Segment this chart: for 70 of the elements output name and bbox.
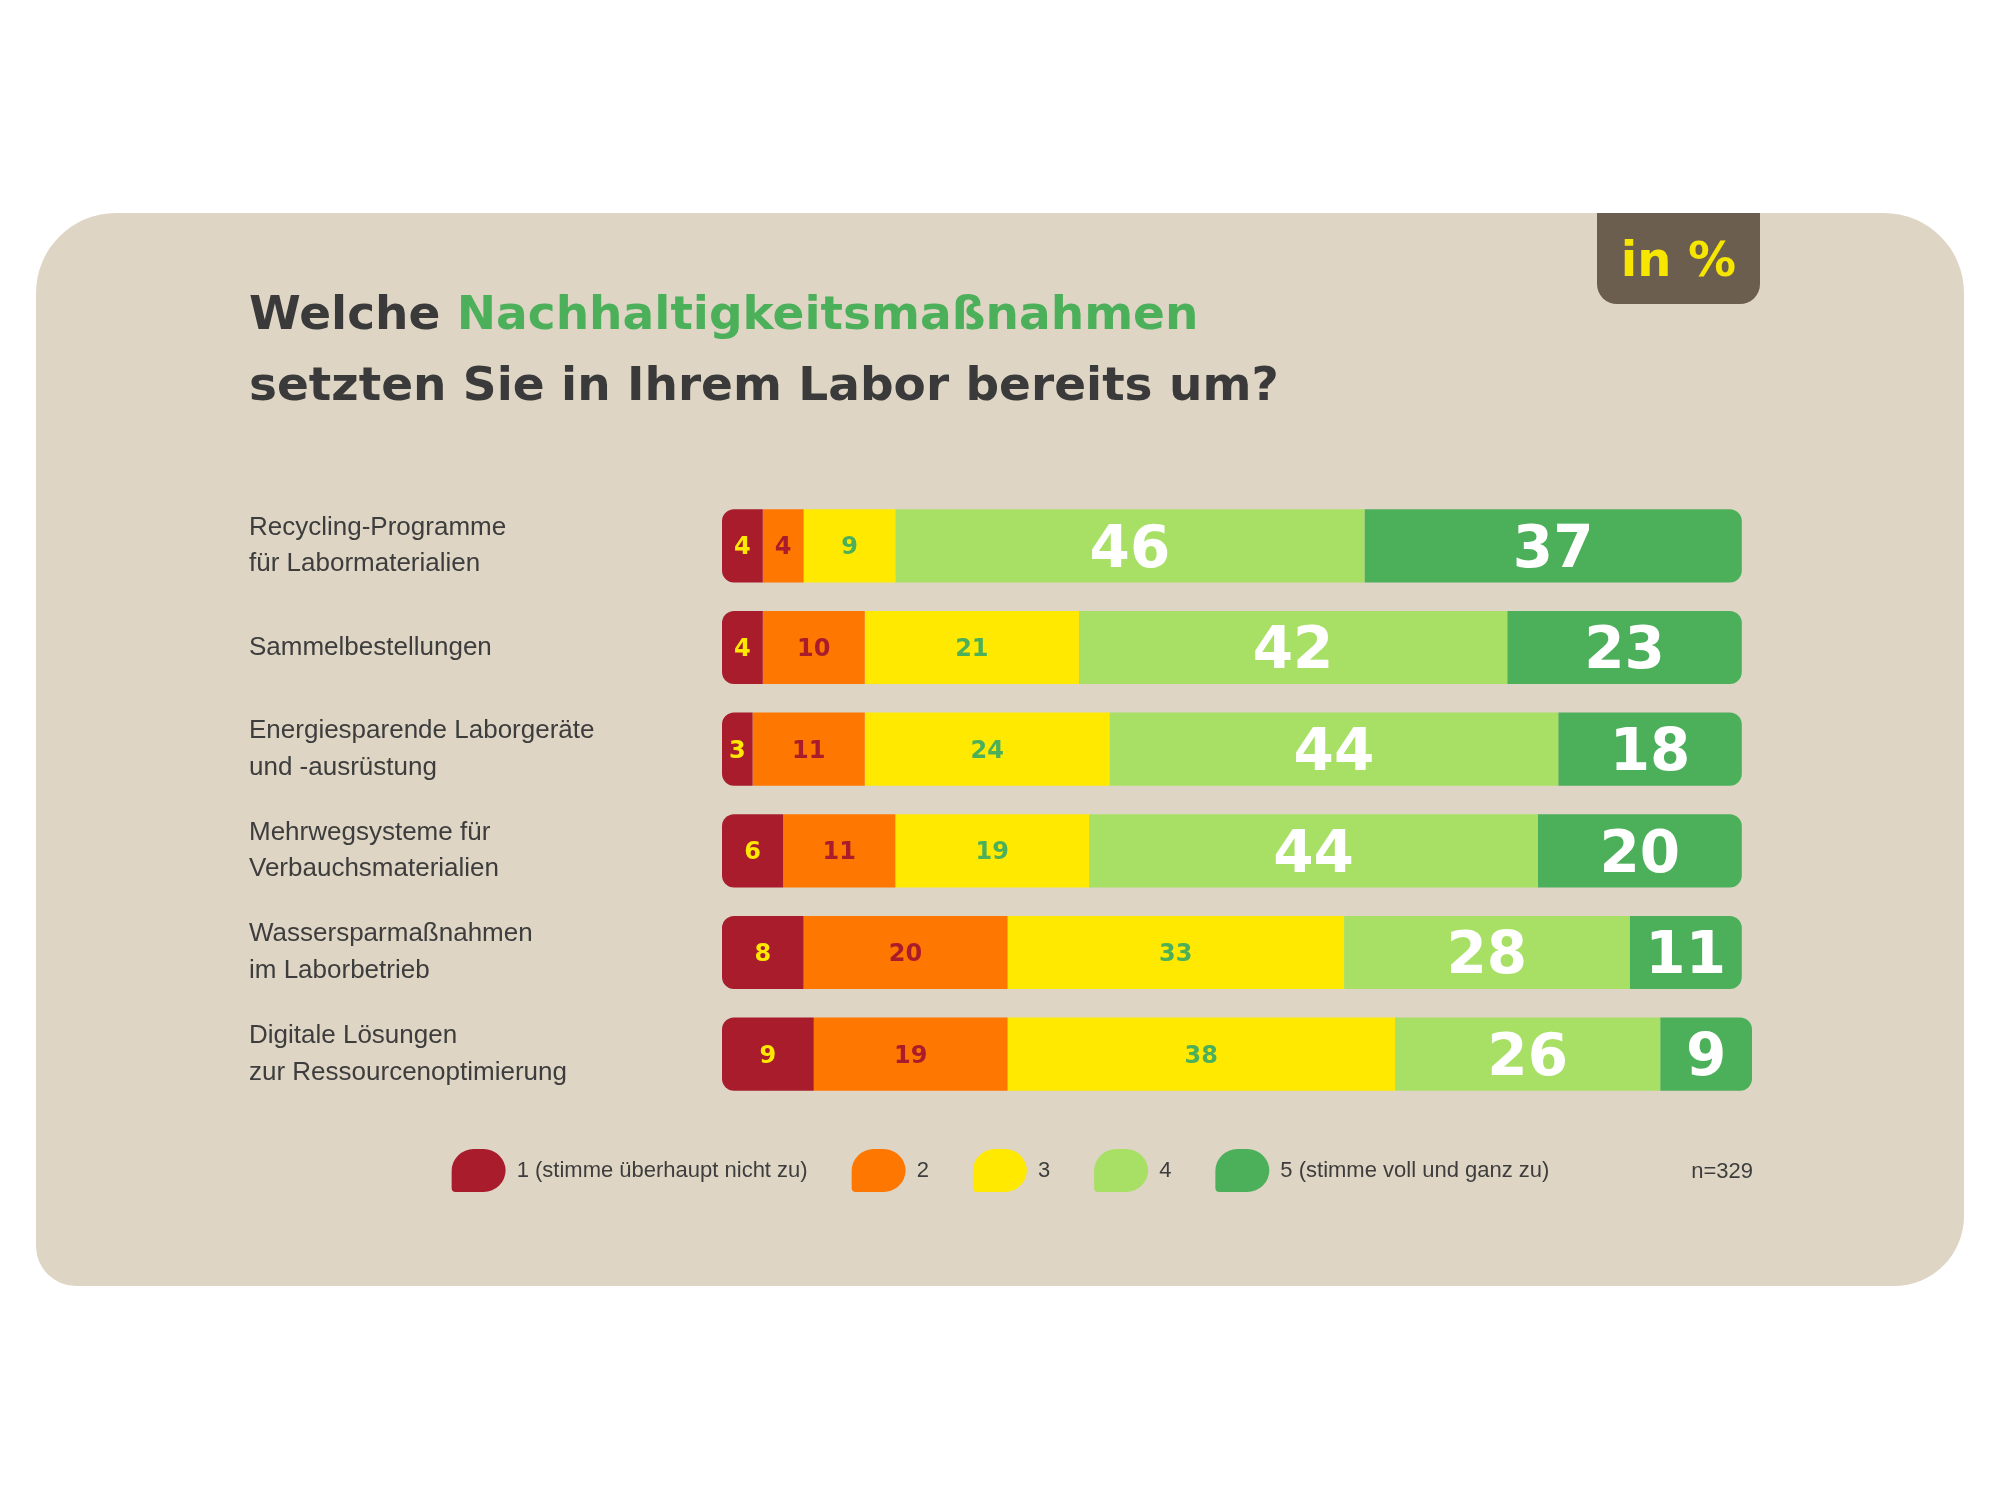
legend-label: 2 [916,1156,929,1182]
bar [722,1017,814,1091]
bar [1007,915,1345,990]
y-tick-label: Recycling-Programme für Labormaterialien [249,510,507,578]
data-label: 3 [728,735,746,764]
data-label: 28 [1446,919,1528,988]
data-label: 11 [1645,919,1727,988]
data-label: 20 [1599,817,1681,886]
data-label: 44 [1293,716,1375,785]
bar [762,509,804,583]
bar [722,915,804,990]
y-tick-label: Mehrwegsysteme für Verbauchsmaterialien [249,815,500,883]
data-label: 21 [955,634,989,663]
data-label: 19 [893,1040,928,1069]
legend-label: 3 [1037,1156,1051,1182]
data-label: 26 [1487,1021,1568,1090]
legend-label: 1 (stimme überhaupt nicht zu) [516,1156,808,1182]
bar [1007,1017,1396,1091]
y-tick-label: Sammelbestellungen [249,630,492,661]
bar [722,814,784,888]
y-tick-label: Wassersparmaßnahmen im Laborbetrieb [249,917,533,984]
bar [1078,610,1508,685]
bar [895,814,1090,888]
data-label: 37 [1512,512,1594,581]
data-label: 8 [754,939,772,968]
bar [895,509,1365,583]
data-label: 4 [734,634,751,663]
data-label: 38 [1184,1040,1219,1069]
data-label: 6 [744,837,761,866]
bar [722,712,753,786]
data-label: 44 [1273,817,1354,886]
data-label: 19 [975,837,1009,866]
data-label: 24 [970,735,1004,764]
bar [864,712,1110,786]
legend-label: 4 [1159,1156,1172,1182]
data-label: 10 [797,634,831,663]
data-label: 46 [1089,512,1171,581]
data-label: 9 [1685,1021,1727,1090]
bar [813,1017,1008,1091]
y-tick-label: Energiesparende Laborgeräte und -ausrüstung [249,714,595,781]
bar [1109,712,1559,786]
bar [1364,509,1742,583]
text: n=329 [1691,1158,1753,1184]
bar [803,915,1008,990]
data-label: 9 [759,1040,777,1069]
bar [722,509,763,583]
bar [1507,610,1742,685]
bar [722,610,763,685]
data-label: 33 [1159,939,1193,968]
bar [1395,1017,1661,1091]
data-label: 9 [841,532,858,561]
bar [1089,814,1538,888]
data-label: 4 [734,532,751,561]
bar [762,610,865,685]
data-label: 11 [822,837,856,866]
chart-subtitle: in % [1620,230,1737,287]
bar [803,509,896,583]
data-label: 4 [774,532,792,561]
bar [783,814,896,888]
bar [864,610,1079,685]
data-label: 20 [888,939,923,968]
y-tick-label: Digitale Lösungen zur Ressourcenoptimierung [249,1019,567,1086]
data-label: 42 [1252,614,1334,683]
legend-label: 5 (stimme voll und ganz zu) [1280,1156,1550,1182]
data-label: 18 [1609,716,1691,785]
data-label: 23 [1584,614,1665,683]
bar [752,712,865,786]
bar [1344,915,1630,990]
chart-title: Welche Nachhaltigkeitsmaßnahmen setzten Sie in Ihrem Labor bereits um? [249,284,1279,413]
data-label: 11 [791,735,826,764]
